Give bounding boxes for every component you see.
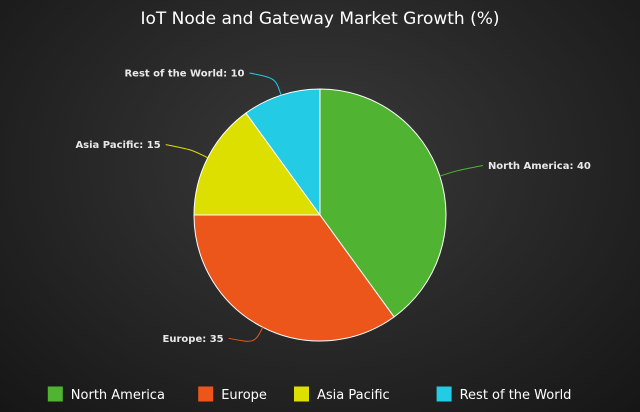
legend-swatch-europe xyxy=(198,386,214,402)
pie-slice-rest-of-the-world[interactable] xyxy=(245,88,321,217)
legend-label-asia-pacific: Asia Pacific xyxy=(317,388,390,403)
legend-item-europe[interactable]: Europe xyxy=(198,386,267,404)
legend-swatch-rest-of-the-world xyxy=(436,386,452,402)
data-label-north-america: North America: 40 xyxy=(488,161,591,172)
label-connector-rest-of-the-world xyxy=(249,72,282,96)
label-connector-europe xyxy=(228,327,264,342)
label-connector-north-america xyxy=(439,165,484,177)
legend-label-rest-of-the-world: Rest of the World xyxy=(460,388,572,403)
legend-swatch-asia-pacific xyxy=(294,386,309,402)
legend-label-europe: Europe xyxy=(221,388,267,403)
legend-item-asia-pacific[interactable]: Asia Pacific xyxy=(294,386,390,404)
label-connector-asia-pacific xyxy=(165,144,208,159)
data-label-asia-pacific: Asia Pacific: 15 xyxy=(75,140,160,151)
legend-label-north-america: North America xyxy=(71,388,165,403)
data-label-europe: Europe: 35 xyxy=(163,334,224,345)
legend: North America Europe Asia Pacific Rest of t… xyxy=(47,386,572,404)
legend-swatch-north-america xyxy=(47,386,63,402)
chart-title: IoT Node and Gateway Market Growth (%) xyxy=(140,9,499,29)
pie-slices xyxy=(193,88,447,342)
legend-item-north-america[interactable]: North America xyxy=(47,386,165,404)
legend-item-rest-of-the-world[interactable]: Rest of the World xyxy=(436,386,572,404)
data-label-rest-of-the-world: Rest of the World: 10 xyxy=(124,69,244,80)
pie-slice-north-america[interactable] xyxy=(319,88,447,318)
pie-slice-europe[interactable] xyxy=(193,214,395,342)
pie-slice-asia-pacific[interactable] xyxy=(193,112,321,216)
slice-labels: North America: 40 Europe: 35 Asia Pacific:… xyxy=(75,69,590,345)
